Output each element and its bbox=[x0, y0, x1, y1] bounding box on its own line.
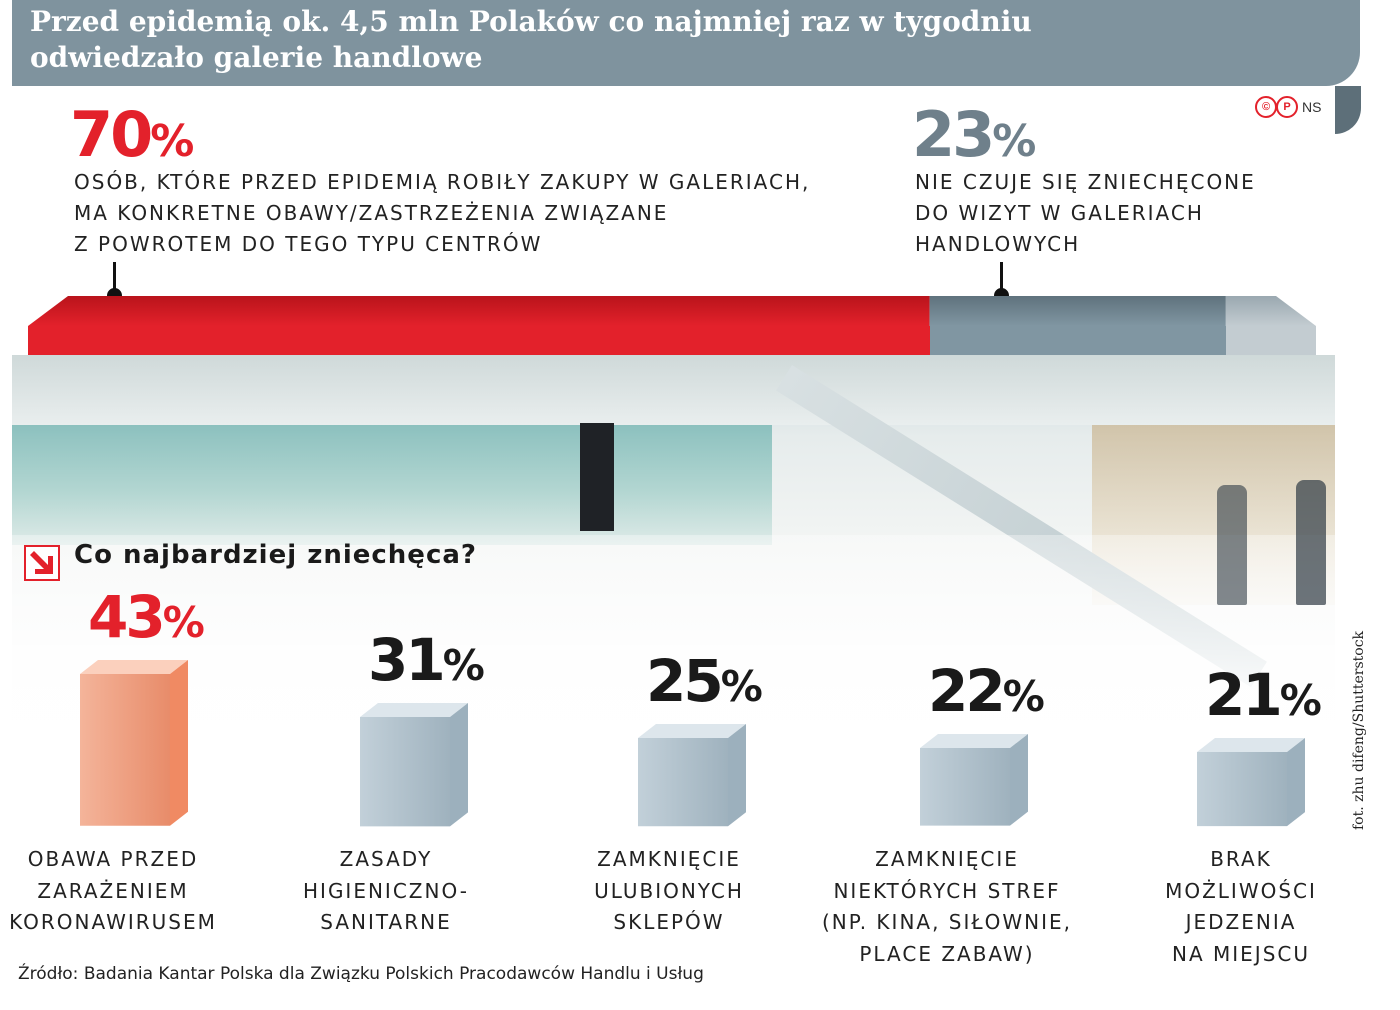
bar-box-side-3 bbox=[728, 723, 746, 826]
stat-23-line-2: DO WIZYT W GALERIACH bbox=[915, 201, 1204, 225]
bar-value-label-4: 22% bbox=[928, 662, 1045, 722]
stat-23-line-3: HANDLOWYCH bbox=[915, 232, 1081, 256]
stat-23-value: 23% bbox=[912, 104, 1036, 167]
stat-70-line-1: OSÓB, KTÓRE PRZED EPIDEMIĄ ROBIŁY ZAKUPY… bbox=[74, 170, 811, 194]
category-label-4: ZAMKNIĘCIE NIEKTÓRYCH STREF (NP. KINA, SIŁ… bbox=[817, 844, 1077, 970]
bar-value-label-1: 43% bbox=[88, 588, 205, 648]
category-label-2-line-3: SANITARNE bbox=[320, 910, 452, 934]
category-label-5-line-1: BRAK bbox=[1210, 847, 1272, 871]
category-label-2-line-2: HIGIENICZNO- bbox=[303, 878, 469, 903]
bar-value-label-3: 25% bbox=[646, 652, 763, 711]
bar-box-top-3 bbox=[638, 723, 746, 738]
stat-23-number: 23 bbox=[912, 98, 995, 171]
bar-box-1 bbox=[80, 660, 188, 826]
category-label-1-line-2: ZARAŻENIEM bbox=[37, 878, 189, 903]
bar-box-side-4 bbox=[1010, 734, 1028, 826]
category-label-1: OBAWA PRZED ZARAŻENIEM KORONAWIRUSEM bbox=[0, 844, 243, 939]
bar-value-number-3: 25 bbox=[646, 646, 724, 715]
stat-23-leader-line bbox=[1000, 262, 1003, 292]
stat-70-unit: % bbox=[150, 116, 194, 167]
bar-value-number-5: 21 bbox=[1205, 660, 1283, 729]
page-title: Przed epidemią ok. 4,5 mln Polaków co na… bbox=[30, 4, 1330, 76]
category-label-5-line-4: NA MIEJSCU bbox=[1172, 941, 1310, 966]
category-label-5-line-2: MOŻLIWOŚCI bbox=[1165, 878, 1317, 903]
photo-windows bbox=[12, 425, 772, 545]
title-line-2: odwiedzało galerie handlowe bbox=[30, 41, 483, 74]
bar-value-unit-2: % bbox=[442, 640, 485, 690]
bar-box-top-5 bbox=[1197, 737, 1305, 752]
category-label-4-line-4: PLACE ZABAW) bbox=[859, 941, 1035, 966]
category-label-4-line-3: (NP. KINA, SIŁOWNIE, bbox=[822, 910, 1072, 934]
bar-box-5 bbox=[1197, 737, 1305, 826]
title-line-1: Przed epidemią ok. 4,5 mln Polaków co na… bbox=[30, 5, 1032, 38]
bar-box-2 bbox=[360, 702, 468, 826]
bar-box-front-3 bbox=[638, 737, 728, 826]
photo-signpost bbox=[580, 423, 614, 531]
bar-value-unit-3: % bbox=[720, 661, 763, 711]
logo-text: NS bbox=[1302, 99, 1322, 115]
copyright-icon: © bbox=[1255, 96, 1277, 118]
category-label-3: ZAMKNIĘCIE ULUBIONYCH SKLEPÓW bbox=[539, 844, 799, 939]
bar-box-front-1 bbox=[80, 674, 170, 826]
bar-box-top-2 bbox=[360, 702, 468, 717]
bar-box-top-4 bbox=[920, 734, 1028, 749]
category-label-3-line-3: SKLEPÓW bbox=[613, 910, 725, 934]
source-note: Źródło: Badania Kantar Polska dla Związk… bbox=[18, 964, 704, 984]
bar-value-unit-1: % bbox=[162, 598, 205, 648]
stat-23-unit: % bbox=[992, 116, 1036, 167]
share-bar-segment-top-1 bbox=[28, 296, 930, 326]
stat-70-number: 70 bbox=[70, 98, 153, 171]
bar-box-front-5 bbox=[1197, 751, 1287, 826]
category-label-5: BRAK MOŻLIWOŚCI JEDZENIA NA MIEJSCU bbox=[1111, 844, 1371, 970]
p-mark-icon: P bbox=[1276, 96, 1298, 118]
bar-value-number-4: 22 bbox=[928, 657, 1006, 726]
stat-70-value: 70% bbox=[70, 104, 194, 167]
bar-value-unit-5: % bbox=[1279, 675, 1322, 725]
category-label-2-line-1: ZASADY bbox=[339, 847, 433, 871]
header-banner: Przed epidemią ok. 4,5 mln Polaków co na… bbox=[12, 0, 1360, 86]
bar-box-side-2 bbox=[450, 702, 468, 826]
photo-person-1 bbox=[1217, 485, 1247, 605]
bar-value-number-2: 31 bbox=[368, 625, 446, 694]
stat-23-description: NIE CZUJE SIĘ ZNIECHĘCONE DO WIZYT W GAL… bbox=[915, 167, 1256, 260]
category-label-1-line-3: KORONAWIRUSEM bbox=[9, 910, 217, 934]
photo-ceiling bbox=[12, 355, 1335, 425]
stat-70-line-2: MA KONKRETNE OBAWY/ZASTRZEŻENIA ZWIĄZANE bbox=[74, 201, 669, 225]
bar-value-number-1: 43 bbox=[88, 583, 166, 652]
bar-box-side-1 bbox=[170, 660, 188, 826]
bar-box-front-2 bbox=[360, 716, 450, 826]
bar-box-3 bbox=[638, 723, 746, 826]
stat-70-description: OSÓB, KTÓRE PRZED EPIDEMIĄ ROBIŁY ZAKUPY… bbox=[74, 167, 810, 260]
publisher-logo: © P NS bbox=[1255, 96, 1335, 120]
photo-credit: fot. zhu difeng/Shutterstock bbox=[1351, 630, 1367, 830]
bar-value-label-5: 21% bbox=[1205, 666, 1322, 725]
bar-box-top-1 bbox=[80, 660, 188, 675]
stat-70-leader-line bbox=[113, 262, 116, 292]
header-fold bbox=[1335, 86, 1361, 134]
category-label-4-line-1: ZAMKNIĘCIE bbox=[875, 847, 1019, 871]
bar-value-label-2: 31% bbox=[368, 631, 485, 690]
category-label-1-line-1: OBAWA PRZED bbox=[27, 847, 199, 871]
category-label-2: ZASADY HIGIENICZNO- SANITARNE bbox=[256, 844, 516, 939]
share-bar-segment-top-2 bbox=[929, 296, 1226, 326]
stat-70-line-3: Z POWROTEM DO TEGO TYPU CENTRÓW bbox=[74, 232, 543, 256]
category-label-4-line-2: NIEKTÓRYCH STREF bbox=[833, 878, 1061, 903]
bar-box-4 bbox=[920, 734, 1028, 826]
section-title: Co najbardziej zniechęca? bbox=[74, 540, 477, 570]
bar-box-front-4 bbox=[920, 748, 1010, 826]
photo-person-2 bbox=[1296, 480, 1326, 605]
category-label-5-line-3: JEDZENIA bbox=[1185, 910, 1297, 934]
category-label-3-line-1: ZAMKNIĘCIE bbox=[597, 847, 741, 871]
arrow-down-right-icon bbox=[24, 545, 60, 581]
bar-value-unit-4: % bbox=[1002, 672, 1045, 722]
category-label-3-line-2: ULUBIONYCH bbox=[594, 878, 744, 903]
bar-box-side-5 bbox=[1287, 737, 1305, 826]
stat-23-line-1: NIE CZUJE SIĘ ZNIECHĘCONE bbox=[915, 170, 1256, 194]
